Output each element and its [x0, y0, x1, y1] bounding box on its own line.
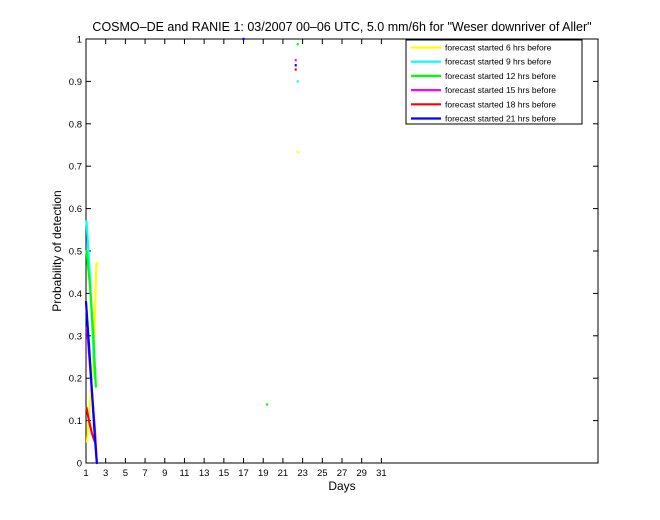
y-tick-label: 0.1	[69, 416, 82, 427]
legend-box	[405, 39, 583, 125]
series-group	[84, 37, 299, 465]
y-ticks: 0 0.1 0.2 0.3 0.4 0.5 0.6 0.7 0.8 0.9 1	[69, 35, 598, 470]
x-tick-label: 5	[123, 468, 128, 479]
x-tick-label: 13	[199, 468, 210, 479]
y-tick-label: 0.5	[69, 247, 82, 258]
series-line	[85, 406, 96, 443]
y-tick-label: 1	[77, 35, 82, 46]
x-tick-label: 11	[180, 468, 190, 479]
y-tick-label: 0.6	[69, 204, 82, 215]
x-tick-label: 31	[376, 468, 387, 479]
series-line	[84, 300, 98, 465]
y-tick-label: 0.2	[69, 374, 82, 385]
series-point	[296, 42, 299, 46]
series-point	[294, 68, 297, 71]
x-axis-label: Days	[328, 479, 355, 493]
y-tick-label: 0.4	[69, 289, 82, 300]
x-tick-label: 27	[337, 468, 348, 479]
x-tick-label: 15	[219, 468, 230, 479]
series-point	[266, 403, 269, 406]
legend: forecast started 6 hrs before forecast st…	[405, 39, 583, 125]
y-tick-label: 0.7	[69, 162, 82, 173]
x-tick-label: 19	[258, 468, 269, 479]
legend-label: forecast started 15 hrs before	[445, 85, 556, 95]
series-point	[296, 151, 299, 154]
chart-title: COSMO–DE and RANIE 1: 03/2007 00–06 UTC,…	[92, 20, 591, 34]
series-point	[294, 59, 297, 62]
y-tick-label: 0.3	[69, 331, 82, 342]
legend-label: forecast started 18 hrs before	[445, 99, 556, 109]
x-tick-label: 9	[162, 468, 167, 479]
legend-label: forecast started 9 hrs before	[445, 57, 552, 67]
legend-label: forecast started 21 hrs before	[445, 114, 556, 124]
series-point	[294, 64, 297, 67]
x-tick-label: 17	[238, 468, 249, 479]
x-tick-label: 3	[103, 468, 108, 479]
y-tick-label: 0.8	[69, 119, 82, 130]
series-point	[296, 80, 299, 83]
series-line	[85, 249, 97, 388]
x-tick-label: 25	[317, 468, 328, 479]
x-ticks: 1 3 5 7 9 11 13 15 17 19 21 23 25 27 29 31	[83, 39, 387, 479]
x-tick-label: 1	[83, 468, 88, 479]
x-tick-label: 21	[278, 468, 289, 479]
x-tick-label: 29	[356, 468, 367, 479]
legend-label: forecast started 12 hrs before	[445, 71, 556, 81]
series-point	[242, 37, 245, 41]
x-tick-label: 23	[297, 468, 308, 479]
legend-label: forecast started 6 hrs before	[445, 43, 552, 53]
y-tick-label: 0.9	[69, 77, 82, 88]
x-tick-label: 7	[142, 468, 147, 479]
legend-entries: forecast started 6 hrs before forecast st…	[411, 43, 556, 124]
y-axis-label: Probability of detection	[50, 190, 64, 311]
y-tick-label: 0	[77, 459, 82, 470]
